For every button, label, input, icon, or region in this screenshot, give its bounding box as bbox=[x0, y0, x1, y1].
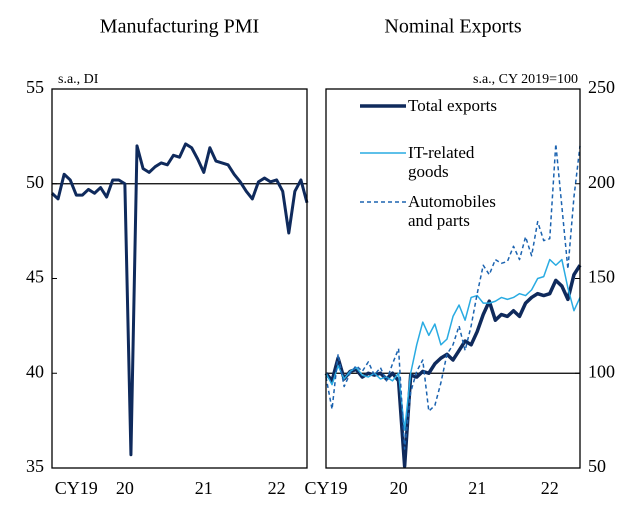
legend-entry: Total exports bbox=[408, 96, 497, 115]
y-tick-label: 35 bbox=[26, 456, 44, 476]
legend-entry: IT-related goods bbox=[408, 143, 475, 181]
x-tick-label: 21 bbox=[195, 478, 213, 498]
plot-frame bbox=[325, 88, 581, 469]
y-tick-label: 40 bbox=[26, 361, 44, 381]
y-tick-label: 55 bbox=[26, 77, 44, 97]
legend-entry: Automobiles and parts bbox=[408, 192, 496, 230]
x-tick-label: 20 bbox=[116, 478, 134, 498]
x-tick-label: CY19 bbox=[55, 478, 98, 498]
series-line bbox=[324, 264, 582, 468]
series-line bbox=[325, 143, 581, 450]
plot-frame bbox=[51, 88, 308, 469]
x-tick-label: 22 bbox=[541, 478, 559, 498]
y-tick-label: 100 bbox=[588, 361, 615, 381]
x-tick-label: 20 bbox=[390, 478, 408, 498]
y-tick-label: 50 bbox=[588, 456, 606, 476]
x-tick-label: 22 bbox=[268, 478, 286, 498]
chart-title: Manufacturing PMI bbox=[100, 16, 259, 38]
x-tick-label: 21 bbox=[468, 478, 486, 498]
y-tick-label: 45 bbox=[26, 267, 44, 287]
y-tick-label: 50 bbox=[26, 172, 44, 192]
legend-label: Total exports bbox=[408, 96, 497, 115]
y-tick-label: 200 bbox=[588, 172, 615, 192]
y-tick-label: 150 bbox=[588, 267, 615, 287]
legend-label: Automobiles and parts bbox=[408, 192, 496, 230]
unit-label: s.a., DI bbox=[58, 72, 99, 87]
y-tick-label: 250 bbox=[588, 77, 615, 97]
x-tick-label: CY19 bbox=[304, 478, 347, 498]
legend-label: IT-related goods bbox=[408, 143, 475, 181]
chart-title: Nominal Exports bbox=[384, 16, 521, 38]
series-line bbox=[50, 142, 309, 457]
series-line bbox=[325, 258, 581, 431]
unit-label: s.a., CY 2019=100 bbox=[473, 72, 578, 87]
